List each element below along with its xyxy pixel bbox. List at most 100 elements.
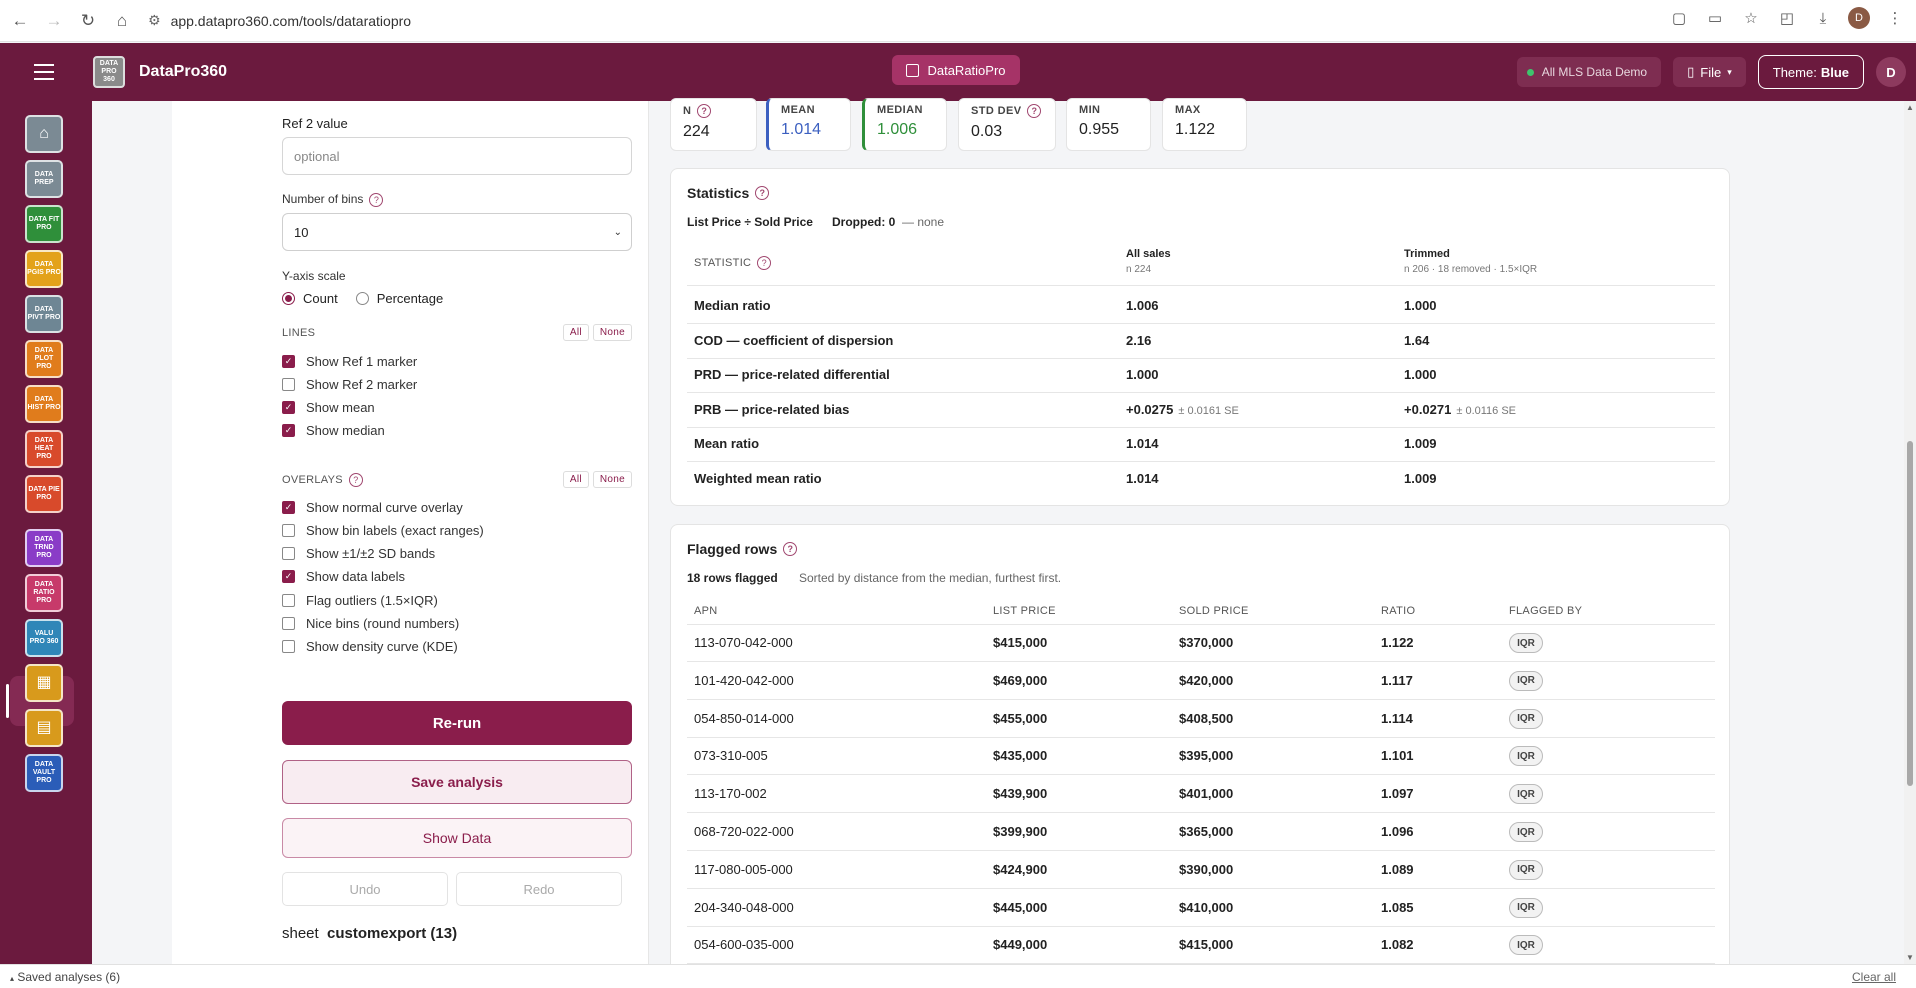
overlay-option-2[interactable]: Show bin labels (exact ranges)	[282, 520, 622, 540]
overlay-checkbox-6[interactable]	[282, 617, 295, 630]
extensions-icon[interactable]: ◰	[1779, 10, 1795, 27]
scroll-up-icon[interactable]: ▲	[1906, 103, 1914, 112]
flag-badge: IQR	[1509, 822, 1543, 842]
bins-select[interactable]: 10 ⌄	[282, 213, 632, 251]
page-scrollbar[interactable]: ▲ ▼	[1904, 101, 1916, 964]
overlay-checkbox-1[interactable]: ✓	[282, 500, 295, 514]
address-bar[interactable]: ⚙ app.datapro360.com/tools/dataratiopro	[148, 12, 411, 29]
url-text[interactable]: app.datapro360.com/tools/dataratiopro	[170, 12, 412, 29]
file-menu-button[interactable]: ▯ File ▾	[1673, 57, 1746, 87]
save-analysis-button[interactable]: Save analysis	[282, 760, 632, 804]
overlays-all-button[interactable]: All	[562, 471, 589, 488]
sidebar-item-10[interactable]: DATA TRND PRO	[25, 529, 63, 567]
overlay-option-5[interactable]: Flag outliers (1.5×IQR)	[282, 590, 622, 610]
sidebar-item-15[interactable]: DATA VAULT PRO	[25, 754, 63, 792]
overlay-option-7[interactable]: Show density curve (KDE)	[282, 637, 622, 657]
stat-trim-value: 1.009	[1404, 471, 1437, 486]
download-icon[interactable]: ⤓	[1819, 9, 1827, 27]
theme-button[interactable]: Theme: Blue	[1757, 55, 1864, 89]
lines-option-4[interactable]: ✓ Show median	[282, 421, 622, 441]
stat-card-label: N	[683, 105, 692, 117]
browser-menu-icon[interactable]: ⋮	[1887, 10, 1903, 27]
lines-checkbox-4[interactable]: ✓	[282, 424, 295, 438]
saved-analyses-toggle[interactable]: ▴ Saved analyses (6)	[10, 970, 120, 984]
rerun-button[interactable]: Re-run	[282, 701, 632, 745]
overlay-checkbox-7[interactable]	[282, 640, 295, 654]
flagged-help-icon[interactable]: ?	[783, 542, 798, 556]
overlay-checkbox-4[interactable]: ✓	[282, 570, 295, 584]
stat-help-icon[interactable]: ?	[697, 104, 712, 118]
sidebar-item-9[interactable]: DATA PIE PRO	[25, 475, 63, 513]
undo-button[interactable]: Undo	[282, 872, 448, 906]
cast-icon[interactable]: ▭	[1707, 10, 1723, 27]
data-source-badge[interactable]: All MLS Data Demo	[1516, 57, 1662, 87]
flag-list-price: $449,000	[993, 937, 1048, 953]
sidebar-item-11[interactable]: DATA RATIO PRO	[25, 574, 63, 612]
flagged-count: 18 rows flagged	[687, 571, 778, 585]
forward-icon[interactable]: →	[45, 10, 63, 30]
sidebar-item-8[interactable]: DATA HEAT PRO	[25, 430, 63, 468]
file-icon: ▯	[1687, 64, 1695, 79]
lines-none-button[interactable]: None	[592, 324, 632, 341]
overlay-option-6[interactable]: Nice bins (round numbers)	[282, 614, 622, 634]
overlay-option-4[interactable]: ✓ Show data labels	[282, 567, 622, 587]
redo-button[interactable]: Redo	[456, 872, 622, 906]
lines-option-2[interactable]: Show Ref 2 marker	[282, 374, 622, 394]
overlays-help-icon[interactable]: ?	[348, 472, 363, 487]
menu-icon[interactable]	[22, 50, 66, 94]
stat-row-name: Weighted mean ratio	[694, 471, 822, 486]
clear-all-link[interactable]: Clear all	[1851, 969, 1896, 984]
lines-all-button[interactable]: All	[562, 324, 589, 341]
back-icon[interactable]: ←	[11, 10, 29, 30]
lines-checkbox-3[interactable]: ✓	[282, 401, 295, 415]
overlay-checkbox-2[interactable]	[282, 523, 295, 537]
statistics-help-icon[interactable]: ?	[755, 186, 770, 200]
radio-percentage[interactable]: Percentage	[355, 291, 443, 306]
overlay-option-3[interactable]: Show ±1/±2 SD bands	[282, 544, 622, 564]
sidebar-item-6[interactable]: DATA PLOT PRO	[25, 340, 63, 378]
sidebar-item-1[interactable]: ⌂	[25, 115, 63, 153]
statistic-help-icon[interactable]: ?	[757, 256, 772, 270]
browser-profile-avatar[interactable]: D	[1848, 7, 1870, 29]
scroll-thumb[interactable]	[1907, 441, 1913, 786]
show-data-button[interactable]: Show Data	[282, 818, 632, 858]
tool-pill[interactable]: DataRatioPro	[892, 55, 1020, 85]
user-avatar[interactable]: D	[1876, 57, 1906, 87]
sidebar-item-2[interactable]: DATA PREP	[25, 160, 63, 198]
sidebar-item-5[interactable]: DATA PIVT PRO	[25, 295, 63, 333]
overlays-none-button[interactable]: None	[592, 471, 632, 488]
lines-checkbox-2[interactable]	[282, 377, 295, 391]
stat-card-value: 1.122	[1175, 121, 1216, 138]
home-icon[interactable]: ⌂	[116, 10, 128, 30]
browser-actions: ▢ ▭ ☆ ◰ ⤓ D ⋮	[1668, 7, 1906, 29]
sidebar-item-12[interactable]: VALU PRO 360	[25, 619, 63, 657]
ref2-input[interactable]: optional	[282, 137, 632, 175]
install-app-icon[interactable]: ▢	[1671, 10, 1687, 27]
sidebar-item-7[interactable]: DATA HIST PRO	[25, 385, 63, 423]
radio-percentage-dot[interactable]	[355, 292, 369, 305]
lines-checkbox-1[interactable]: ✓	[282, 354, 295, 368]
lines-option-3[interactable]: ✓ Show mean	[282, 398, 622, 418]
sidebar-item-4[interactable]: DATA PGIS PRO	[25, 250, 63, 288]
ref2-field-wrap: optional	[282, 137, 632, 175]
stat-all-value: 1.014	[1126, 436, 1159, 452]
radio-count[interactable]: Count	[282, 291, 338, 306]
app-logo[interactable]: DATA PRO 360	[93, 56, 125, 88]
stat-row-trim: 1.000	[1404, 298, 1437, 313]
lines-option-1[interactable]: ✓ Show Ref 1 marker	[282, 351, 622, 371]
bookmark-star-icon[interactable]: ☆	[1744, 10, 1758, 27]
sidebar-item-14[interactable]: ▤	[25, 709, 63, 747]
overlay-checkbox-5[interactable]	[282, 593, 295, 607]
reload-icon[interactable]: ↻	[80, 10, 96, 30]
dropped-note: — none	[902, 215, 945, 229]
stat-help-icon[interactable]: ?	[1027, 104, 1042, 118]
overlay-option-1[interactable]: ✓ Show normal curve overlay	[282, 497, 622, 517]
radio-count-dot[interactable]	[282, 292, 295, 305]
ref2-label: Ref 2 value	[282, 116, 348, 131]
overlay-checkbox-3[interactable]	[282, 547, 295, 561]
sidebar-item-3[interactable]: DATA FIT PRO	[25, 205, 63, 243]
sidebar-item-13[interactable]: ▦	[25, 664, 63, 702]
scroll-down-icon[interactable]: ▼	[1906, 953, 1914, 962]
site-info-icon[interactable]: ⚙	[148, 12, 161, 28]
bins-help-icon[interactable]: ?	[369, 192, 384, 207]
